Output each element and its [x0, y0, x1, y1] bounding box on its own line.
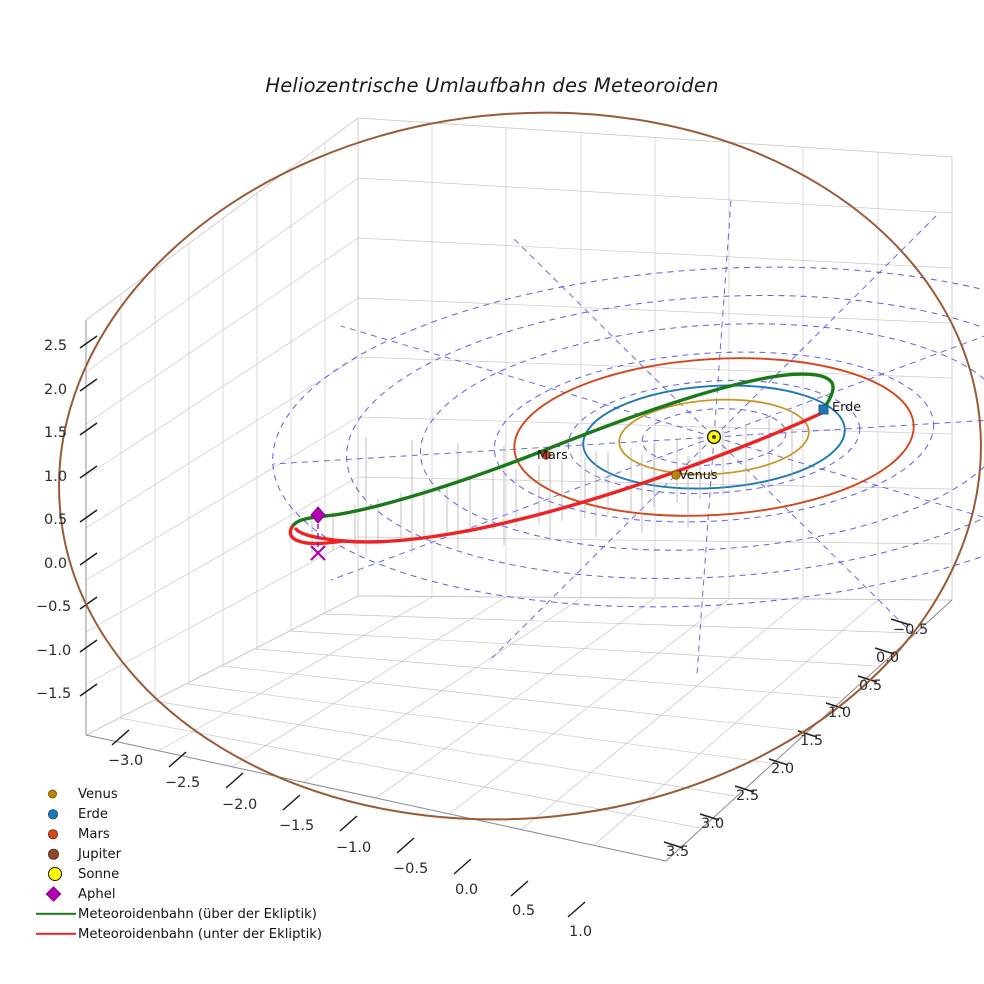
legend-item-erde[interactable]: Erde — [34, 804, 354, 824]
marker-venus — [671, 470, 681, 480]
z-tick-label: −1.5 — [36, 686, 72, 702]
marker-mars — [541, 450, 551, 460]
annotation-mars-label: Mars — [537, 448, 568, 463]
z-axis-ticks — [79, 335, 98, 697]
z-tick-label: 2.0 — [44, 382, 68, 398]
venus-marker-icon — [34, 784, 78, 804]
green-line-icon — [34, 904, 78, 924]
legend-label: Aphel — [78, 886, 116, 902]
mars-marker-icon — [34, 824, 78, 844]
aphel-diamond-icon — [34, 884, 78, 904]
legend-item-venus[interactable]: Venus — [34, 784, 354, 804]
marker-erde — [818, 404, 829, 415]
x-axis-spine — [85, 734, 667, 862]
legend-item-jupiter[interactable]: Jupiter — [34, 844, 354, 864]
x-tick-label: −0.5 — [393, 861, 429, 877]
legend-label: Erde — [78, 806, 109, 822]
y-tick-label: 1.5 — [800, 733, 824, 749]
orbit-venus — [618, 398, 810, 476]
y-axis-ticks — [663, 618, 911, 849]
legend-label: Jupiter — [78, 846, 121, 862]
z-tick-label: 0.5 — [44, 512, 68, 528]
sonne-core-icon — [712, 435, 716, 439]
legend-item-track-above[interactable]: Meteoroidenbahn (über der Ekliptik) — [34, 904, 354, 924]
y-tick-label: 1.0 — [828, 705, 852, 721]
legend-item-sonne[interactable]: Sonne — [34, 864, 354, 884]
z-tick-label: 0.0 — [44, 556, 68, 572]
marker-aphel-projection — [310, 545, 326, 561]
jupiter-marker-icon — [34, 844, 78, 864]
legend-label: Mars — [78, 826, 110, 842]
legend-label: Meteoroidenbahn (unter der Ekliptik) — [78, 926, 323, 942]
z-tick-label: 2.5 — [44, 338, 68, 354]
x-tick-label: −2.5 — [165, 775, 201, 791]
legend-label: Sonne — [78, 866, 120, 882]
page-title: Heliozentrische Umlaufbahn des Meteoroid… — [265, 74, 719, 97]
legend-item-mars[interactable]: Mars — [34, 824, 354, 844]
erde-marker-icon — [34, 804, 78, 824]
z-tick-label: −1.0 — [36, 643, 72, 659]
x-tick-label: −1.5 — [279, 818, 315, 834]
y-tick-label: −0.5 — [893, 622, 929, 638]
legend: Venus Erde Mars Jupiter Sonne — [34, 784, 354, 944]
z-tick-label: 1.0 — [44, 469, 68, 485]
x-axis-ticks — [111, 729, 586, 918]
y-tick-label: 2.0 — [771, 761, 795, 777]
x-tick-label: −1.0 — [336, 840, 372, 856]
marker-aphel — [310, 506, 326, 524]
track-below-ecliptic — [294, 410, 826, 544]
orbit-jupiter — [58, 111, 982, 821]
y-tick-label: 3.5 — [666, 844, 690, 860]
red-line-icon — [34, 924, 78, 944]
x-tick-label: 0.5 — [512, 903, 536, 919]
sonne-marker-icon — [34, 864, 78, 884]
legend-item-track-below[interactable]: Meteoroidenbahn (unter der Ekliptik) — [34, 924, 354, 944]
z-tick-label: −0.5 — [36, 599, 72, 615]
track-above-ecliptic — [290, 372, 835, 529]
back-pane-gridlines — [357, 117, 953, 601]
x-tick-label: 1.0 — [569, 924, 593, 940]
y-tick-label: 2.5 — [736, 788, 760, 804]
track-aphel-turn — [288, 525, 346, 546]
x-tick-label: 0.0 — [455, 882, 479, 898]
legend-label: Meteoroidenbahn (über der Ekliptik) — [78, 906, 317, 922]
orbit-mars — [513, 357, 915, 517]
x-tick-label: −3.0 — [108, 753, 144, 769]
y-tick-label: 0.5 — [859, 678, 883, 694]
y-tick-label: 3.0 — [701, 816, 725, 832]
legend-label: Venus — [78, 786, 118, 802]
orbit-erde — [582, 384, 846, 490]
y-tick-label: 0.0 — [876, 650, 900, 666]
annotation-venus-label: Venus — [679, 468, 718, 483]
annotation-erde-label: Erde — [832, 400, 862, 415]
legend-item-aphel[interactable]: Aphel — [34, 884, 354, 904]
x-tick-label: −2.0 — [222, 797, 258, 813]
z-tick-label: 1.5 — [44, 425, 68, 441]
